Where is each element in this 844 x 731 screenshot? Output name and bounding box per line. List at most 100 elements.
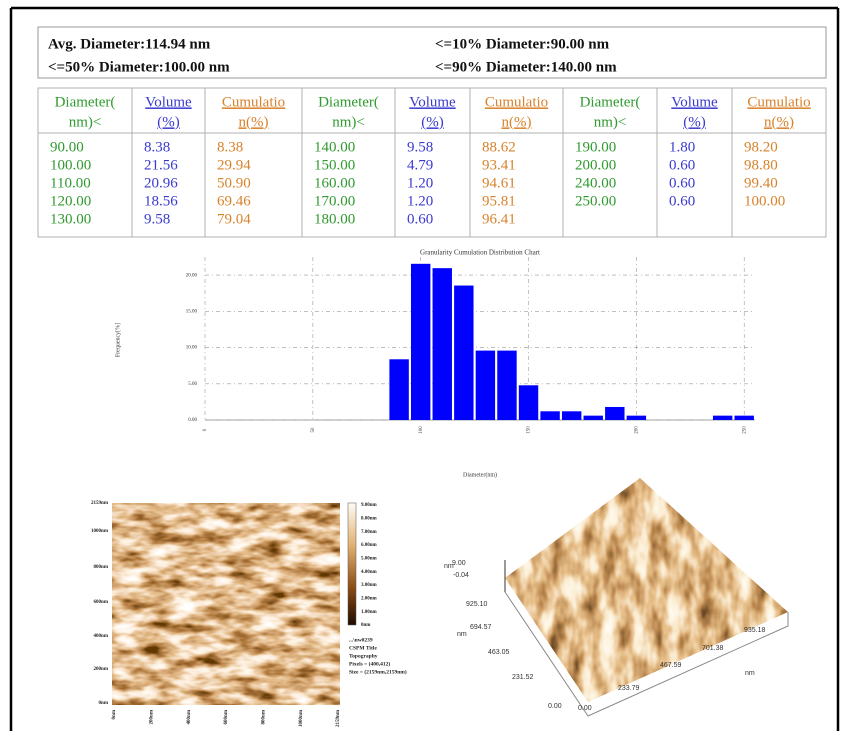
table-cell: 79.04	[217, 211, 251, 227]
colorbar-label: 6.00nm	[361, 543, 378, 548]
bar	[475, 350, 496, 420]
afm-3d-label: 0.00	[548, 703, 562, 710]
table-header: (%)	[421, 114, 444, 130]
bar	[497, 350, 517, 420]
table-header: n(%)	[239, 114, 269, 130]
table-cell: 1.20	[407, 193, 433, 209]
table-cell: 21.56	[144, 157, 178, 173]
table-cell: 90.00	[50, 139, 84, 155]
table-cell: 29.94	[217, 157, 251, 173]
afm-3d-label: nm	[457, 631, 467, 638]
afm-x-label: 1000nm	[299, 709, 304, 727]
table-header: Cumulatio	[222, 94, 285, 110]
bar	[561, 411, 582, 420]
table-cell: 140.00	[314, 139, 355, 155]
table-header: Volume	[145, 94, 192, 110]
colorbar-label: 1.00nm	[361, 610, 378, 615]
afm-x-label: 800nm	[261, 709, 266, 724]
chart-title: Granularity Cumulation Distribution Char…	[420, 249, 540, 257]
table-cell: 240.00	[575, 175, 616, 191]
colorbar-label: 5.00nm	[361, 556, 378, 561]
afm-3d-label: 925.10	[466, 601, 488, 608]
x-tick-label: 200	[635, 426, 640, 434]
afm-y-label: 400nm	[94, 634, 109, 639]
summary-item: <=90% Diameter:140.00 nm	[435, 59, 617, 75]
bar	[605, 406, 625, 420]
bar	[432, 268, 452, 420]
bar	[712, 415, 733, 420]
colorbar-label: 3.00nm	[361, 583, 378, 588]
x-tick-label: 100	[419, 426, 424, 434]
table-cell: 96.41	[482, 211, 516, 227]
table-header: Cumulatio	[747, 94, 810, 110]
table-cell: 20.96	[144, 175, 178, 191]
summary-item: <=10% Diameter:90.00 nm	[435, 36, 610, 52]
afm-x-label: 600nm	[224, 709, 229, 724]
table-header: (%)	[157, 114, 180, 130]
table-cell: 120.00	[50, 193, 91, 209]
bar	[626, 415, 647, 420]
afm-3d-label: 233.79	[618, 685, 640, 692]
afm-info: Topography	[349, 653, 378, 659]
table-header: n(%)	[502, 114, 532, 130]
afm-3d-label: nm	[444, 563, 454, 570]
afm-3d-label: 463.05	[488, 649, 510, 656]
summary-item: <=50% Diameter:100.00 nm	[48, 59, 230, 75]
afm-3d-label: 935.18	[744, 627, 766, 634]
table-cell: 94.61	[482, 175, 516, 191]
table-header: nm)<	[594, 114, 627, 130]
table-cell: 110.00	[50, 175, 91, 191]
table-header: Diameter(	[580, 94, 641, 110]
table-header: Cumulatio	[485, 94, 548, 110]
table-header: Diameter(	[318, 94, 379, 110]
y-tick-label: 15.00	[186, 309, 198, 314]
table-cell: 93.41	[482, 157, 516, 173]
bar	[518, 385, 539, 420]
afm-3d-label: 694.57	[470, 624, 492, 631]
table-cell: 69.46	[217, 193, 251, 209]
afm-y-label: 2159nm	[91, 501, 109, 506]
afm-x-label: 2159nm	[336, 709, 341, 727]
table-header: Diameter(	[55, 94, 116, 110]
table-cell: 190.00	[575, 139, 616, 155]
table-cell: 0.60	[669, 193, 695, 209]
afm-y-label: 1000nm	[91, 529, 109, 534]
y-tick-label: 5.00	[188, 382, 197, 387]
afm-y-label: 200nm	[94, 667, 109, 672]
table-cell: 160.00	[314, 175, 355, 191]
bar	[583, 415, 603, 420]
afm-x-label: 0nm	[112, 709, 117, 719]
table-cell: 250.00	[575, 193, 616, 209]
y-tick-label: 0.00	[188, 418, 197, 423]
afm-3d-label: 0.00	[578, 705, 592, 712]
table-cell: 200.00	[575, 157, 616, 173]
afm-x-label: 400nm	[187, 709, 192, 724]
bar	[454, 285, 474, 420]
y-axis-label: Frequency[%]	[115, 323, 121, 357]
table-cell: 99.40	[744, 175, 778, 191]
x-tick-label: 150	[527, 426, 532, 434]
afm-3d-label: -0.04	[453, 572, 469, 579]
afm-y-label: 800nm	[94, 565, 109, 570]
afm-3d-label: nm	[745, 670, 755, 677]
afm-3d-label: 231.52	[512, 674, 534, 681]
table-cell: 0.60	[669, 175, 695, 191]
afm-info: ...\nw0239	[349, 637, 373, 643]
table-cell: 9.58	[144, 211, 170, 227]
afm-3d-label: 467.59	[660, 662, 682, 669]
afm-y-label: 0nm	[99, 701, 109, 706]
y-tick-label: 20.00	[186, 273, 198, 278]
x-tick-label: 50	[311, 427, 316, 433]
summary-item: Avg. Diameter:114.94 nm	[48, 36, 211, 52]
table-header: Volume	[671, 94, 718, 110]
x-axis-label: Diameter(nm)	[463, 471, 497, 478]
colorbar-label: 4.00nm	[361, 570, 378, 575]
afm-x-label: 200nm	[149, 709, 154, 724]
table-header: (%)	[683, 114, 706, 130]
afm-2d-image	[112, 503, 340, 705]
summary-box	[37, 26, 827, 79]
table-cell: 98.80	[744, 157, 778, 173]
table-cell: 4.79	[407, 157, 433, 173]
